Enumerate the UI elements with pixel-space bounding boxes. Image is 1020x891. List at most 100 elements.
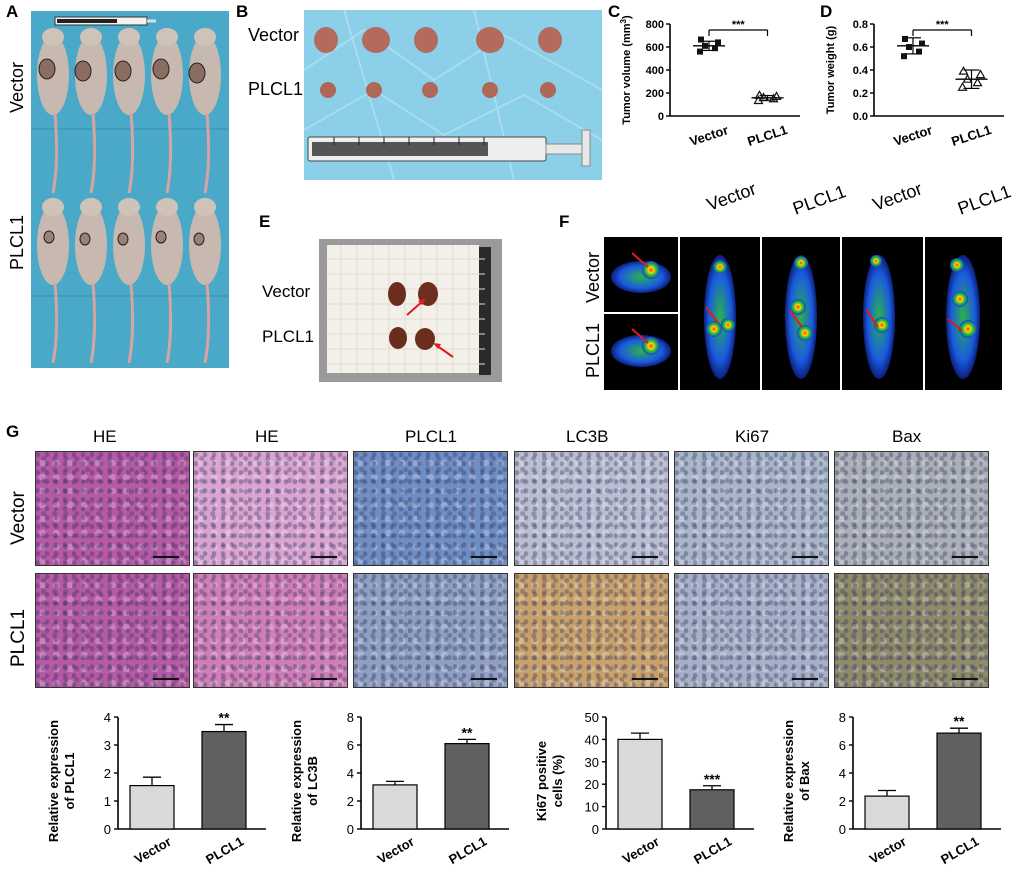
y-tick-label: 8 [839, 710, 846, 725]
tumor-vector-left [388, 282, 406, 306]
data-point [906, 44, 912, 50]
mouse-body [113, 205, 145, 285]
panel-f-row-vector: Vector [583, 251, 603, 303]
mice-photo [31, 11, 229, 368]
y-tick-label: 0 [592, 822, 599, 837]
panel-g-col-2: HE [255, 427, 279, 446]
scale-bar [471, 678, 497, 680]
tumor-small [320, 82, 336, 98]
significance-label: ** [462, 724, 473, 740]
x-tick-label: Vector [867, 834, 909, 867]
x-tick-label: Vector [688, 122, 730, 149]
tumors-photo [304, 10, 602, 180]
bar [864, 795, 910, 830]
y-tick-label: 0 [839, 822, 846, 837]
y-axis-label: Tumor volume (mm3) [619, 15, 634, 125]
chart-g2-lc3b: 0 2 4 6 8 Relative expression of LC3B Vector PLC… [289, 710, 509, 867]
chart-c-tumor-volume: 0 200 400 600 800 Tumor volume (mm3) Vector PLC… [619, 15, 800, 149]
mouse-head [42, 28, 64, 46]
panel-g-col-5: Ki67 [735, 427, 770, 446]
mouse-tumor [155, 230, 167, 244]
mouse-body [37, 205, 69, 285]
histology-tile [834, 451, 989, 566]
data-point [697, 48, 703, 55]
x-tick-label: Vector [620, 834, 662, 867]
tumor-large [314, 27, 338, 53]
y-axis-label-line2: cells (%) [550, 755, 565, 808]
organ-photo [319, 239, 502, 382]
panel-g-col-1: HE [93, 427, 117, 446]
data-point [958, 65, 969, 75]
data-point [919, 40, 925, 47]
data-point [715, 39, 721, 46]
mouse-head [80, 28, 102, 46]
panel-g-col-4: LC3B [566, 427, 609, 446]
panel-g-row-vector: Vector [8, 491, 29, 545]
y-tick-label: 0 [104, 822, 111, 837]
y-tick-label: 40 [585, 732, 599, 747]
scale-bar [792, 556, 818, 558]
y-tick-label: 4 [839, 766, 846, 781]
mouse-tail [89, 112, 97, 194]
data-point [771, 91, 782, 101]
y-axis-label-end: ) [621, 15, 633, 19]
tumor-large [538, 27, 562, 53]
mouse-tail [203, 282, 211, 364]
mouse-head [80, 198, 102, 216]
y-axis-label-line2: of Bax [797, 760, 812, 801]
mouse-head [118, 198, 140, 216]
mouse-head [42, 198, 64, 216]
histology-tile [834, 573, 989, 688]
data-point [972, 77, 983, 87]
data-point [758, 92, 769, 102]
mouse-tumor [117, 232, 129, 246]
data-point [902, 35, 908, 42]
data-point [901, 53, 907, 60]
mouse-tail [127, 112, 135, 194]
mice-row-vector [37, 28, 221, 194]
bar [689, 789, 735, 830]
panel-e-label-vector: Vector [262, 282, 311, 301]
y-tick-label: 8 [347, 710, 354, 725]
histology-tile [35, 573, 190, 688]
tumors-vector [314, 27, 562, 53]
mice-row-plcl1 [37, 198, 221, 364]
y-axis-label-main: Tumor volume (mm [621, 23, 633, 124]
y-tick-label: 0 [658, 111, 664, 123]
y-tick-label: 800 [646, 19, 664, 31]
scale-bar [153, 678, 179, 680]
y-tick-label: 50 [585, 710, 599, 725]
pet-sagittal-plcl1 [946, 255, 980, 379]
scale-bar [311, 556, 337, 558]
scale-bar [471, 556, 497, 558]
mouse-tail [165, 112, 173, 194]
tumor-plcl1-left [389, 327, 407, 349]
x-tick-label: PLCL1 [938, 834, 981, 868]
mouse-tail [51, 112, 59, 194]
scale-bar [792, 678, 818, 680]
mouse-tumor [43, 230, 55, 244]
mouse-head [156, 198, 178, 216]
histology-tile [514, 451, 669, 566]
histology-tile [674, 573, 829, 688]
scale-bar [632, 678, 658, 680]
panel-f-row-plcl1: PLCL1 [583, 322, 603, 378]
y-axis-label: Tumor weight (g) [825, 25, 837, 114]
data-point [916, 48, 922, 55]
histology-tile [353, 451, 508, 566]
mouse-tail [203, 112, 211, 194]
scale-bar [632, 556, 658, 558]
mouse-tail [127, 282, 135, 364]
tumor-small [366, 82, 382, 98]
panel-e-label-plcl1: PLCL1 [262, 327, 314, 346]
y-tick-label: 200 [646, 88, 664, 100]
mouse-body [75, 35, 107, 115]
chart-d-tumor-weight: 0.0 0.2 0.4 0.6 0.8 Tumor weight (g) Vector PLC… [825, 19, 1004, 149]
y-tick-label: 2 [347, 794, 354, 809]
panel-b-label-plcl1: PLCL1 [248, 79, 304, 99]
y-axis-label-line1: Relative expression [781, 720, 796, 842]
mouse-tail [165, 282, 173, 364]
histology-tile [514, 573, 669, 688]
x-tick-label: Vector [375, 834, 417, 867]
panel-a-label-vector: Vector [7, 61, 27, 113]
